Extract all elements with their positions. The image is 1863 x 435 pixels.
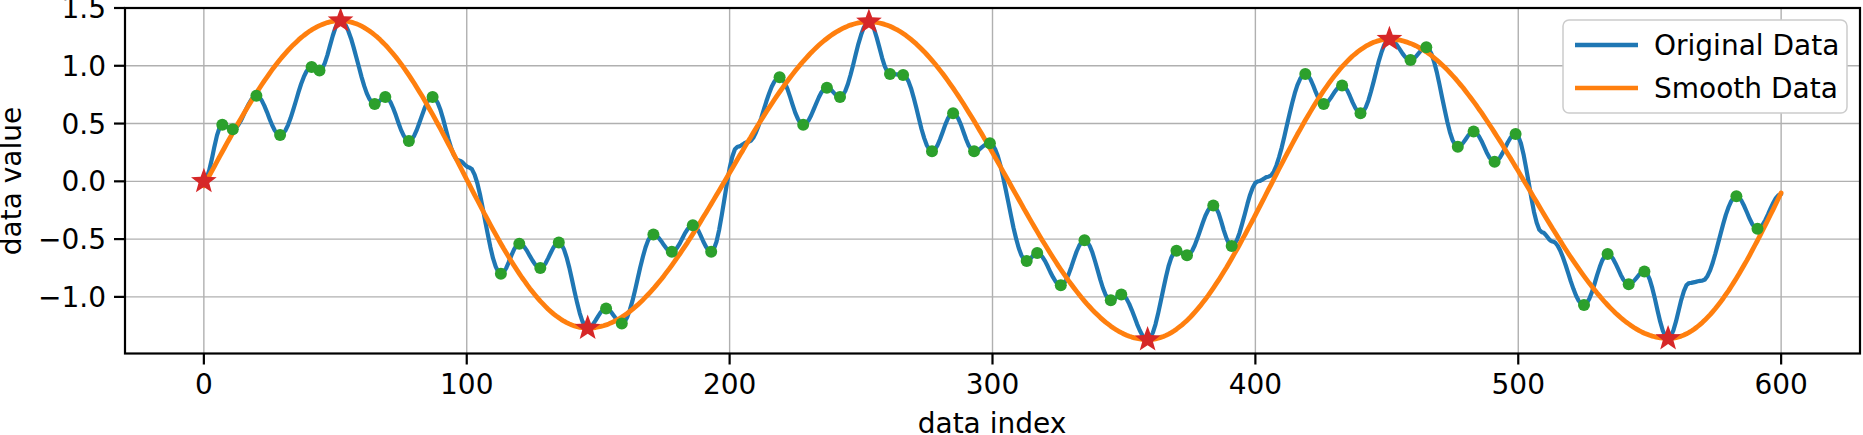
extremum-dot	[884, 68, 896, 80]
extremum-dot	[250, 90, 262, 102]
chart-canvas: 01002003004005006001.51.00.50.0−0.5−1.0 …	[0, 0, 1863, 435]
x-tick-label: 400	[1229, 368, 1282, 401]
extremum-dot	[1181, 249, 1193, 261]
extremum-dot	[513, 238, 525, 250]
x-tick-label: 0	[195, 368, 213, 401]
extremum-dot	[774, 71, 786, 83]
extremum-dot	[1752, 223, 1764, 235]
extremum-dot	[834, 91, 846, 103]
x-tick-label: 100	[440, 368, 493, 401]
extremum-dot	[1226, 240, 1238, 252]
extremum-dot	[227, 123, 239, 135]
extremum-dot	[616, 318, 628, 330]
extremum-dot	[553, 237, 565, 249]
y-tick-label: 1.5	[61, 0, 106, 25]
extremum-dot	[1355, 107, 1367, 119]
matplotlib-figure: 01002003004005006001.51.00.50.0−0.5−1.0 …	[0, 0, 1863, 435]
extremum-dot	[1452, 141, 1464, 153]
x-tick-label: 200	[703, 368, 756, 401]
extremum-dot	[379, 91, 391, 103]
extremum-dot	[1021, 255, 1033, 267]
extremum-dot	[1405, 54, 1417, 66]
y-tick-label: −1.0	[38, 281, 106, 314]
extremum-dot	[1171, 245, 1183, 257]
extremum-dot	[1578, 299, 1590, 311]
x-tick-label: 600	[1754, 368, 1807, 401]
extremum-dot	[534, 262, 546, 274]
extremum-dot	[1336, 79, 1348, 91]
extremum-dot	[600, 302, 612, 314]
extremum-dot	[1079, 234, 1091, 246]
extremum-dot	[666, 246, 678, 258]
x-axis-label: data index	[918, 407, 1067, 435]
extremum-dot	[821, 82, 833, 94]
extremum-dot	[968, 145, 980, 157]
extremum-dot	[1031, 247, 1043, 259]
extremum-dot	[1055, 279, 1067, 291]
extremum-dot	[984, 137, 996, 149]
extremum-star	[328, 7, 354, 31]
y-axis-label: data value	[0, 107, 28, 255]
extremum-dot	[647, 229, 659, 241]
extremum-dot	[897, 69, 909, 81]
extremum-dot	[274, 129, 286, 141]
extremum-dot	[1318, 98, 1330, 110]
extremum-dot	[314, 64, 326, 76]
y-tick-label: 1.0	[61, 50, 106, 83]
extremum-dot	[947, 107, 959, 119]
y-tick-label: 0.5	[61, 108, 106, 141]
extremum-dot	[1730, 190, 1742, 202]
y-tick-label: −0.5	[38, 223, 106, 256]
extremum-dot	[687, 219, 699, 231]
y-tick-label: 0.0	[61, 165, 106, 198]
extremum-dot	[369, 98, 381, 110]
extremum-dot	[403, 135, 415, 147]
extremum-dot	[1299, 68, 1311, 80]
extremum-dot	[1602, 248, 1614, 260]
extremum-dot	[1510, 128, 1522, 140]
extremum-star	[856, 8, 882, 32]
x-tick-label: 300	[966, 368, 1019, 401]
extremum-dot	[1623, 278, 1635, 290]
extremum-dot	[926, 145, 938, 157]
extremum-dot	[797, 119, 809, 131]
legend-entry-label: Original Data	[1654, 29, 1839, 62]
axis-ticks: 0 100 200 300 400 500 600 1.5 1.0 0.5 0.0 −0.5 −1.0	[38, 0, 1808, 401]
extremum-dot	[1489, 156, 1501, 168]
extremum-dot	[495, 268, 507, 280]
legend-entry-label: Smooth Data	[1654, 72, 1838, 105]
extremum-dot	[1115, 289, 1127, 301]
extremum-dot	[705, 246, 717, 258]
extremum-dot	[1207, 200, 1219, 212]
extremum-dot	[427, 91, 439, 103]
extremum-star	[1655, 325, 1681, 349]
extremum-dot	[216, 119, 228, 131]
extremum-dot	[1468, 126, 1480, 138]
extremum-dot	[1638, 266, 1650, 278]
extremum-dot	[1105, 294, 1117, 306]
extremum-dot	[1420, 41, 1432, 53]
legend: Original Data Smooth Data	[1563, 20, 1847, 113]
x-tick-label: 500	[1492, 368, 1545, 401]
